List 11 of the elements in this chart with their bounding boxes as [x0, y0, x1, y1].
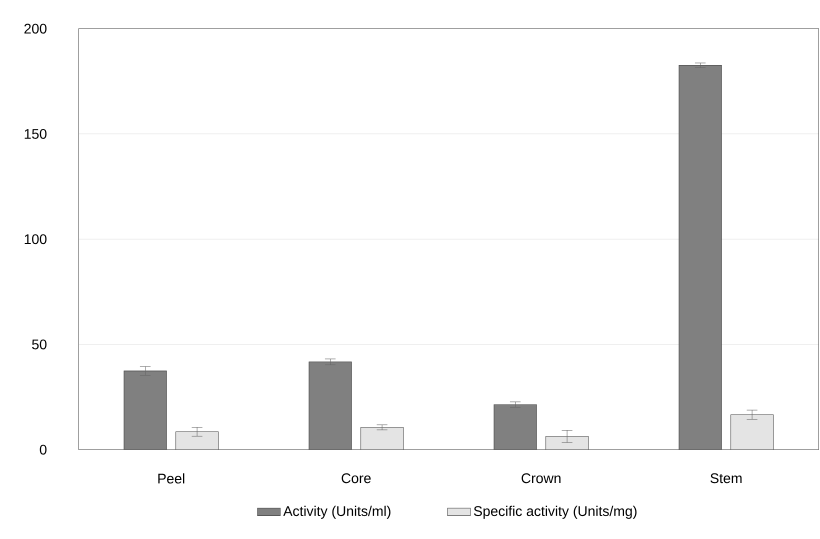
x-tick-label: Core: [342, 473, 371, 484]
y-tick-label: 100: [24, 234, 47, 244]
x-tick-label: Crown: [522, 473, 560, 484]
y-tick-label: 200: [24, 24, 47, 34]
x-tick-label: Stem: [710, 473, 742, 484]
y-tick-label: 50: [32, 339, 47, 350]
legend-label: Activity (Units/ml): [283, 506, 390, 519]
x-tick-label: Peel: [158, 473, 184, 484]
y-tick-label: 150: [24, 128, 47, 139]
legend-label: Specific activity (Units/mg): [474, 506, 637, 519]
y-tick-label: 0: [40, 444, 47, 455]
